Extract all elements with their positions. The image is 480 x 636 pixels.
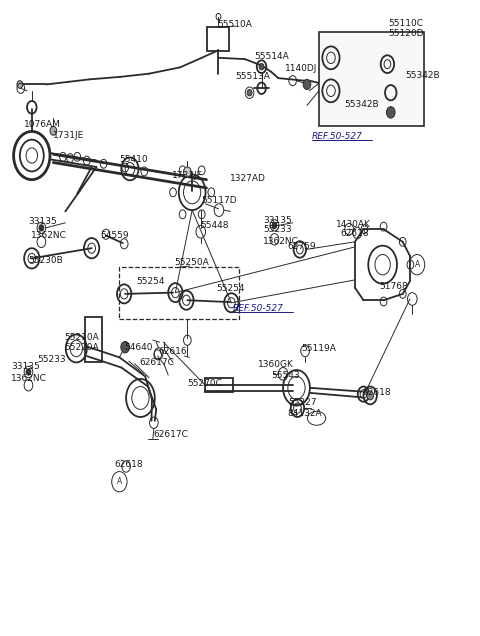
Text: 54640: 54640 (124, 343, 153, 352)
Text: 55342B: 55342B (405, 71, 440, 80)
Text: 55233: 55233 (37, 355, 66, 364)
Text: 62617C: 62617C (140, 359, 174, 368)
Circle shape (259, 64, 264, 70)
Text: 62618: 62618 (340, 229, 369, 238)
Bar (120, 267, 239, 319)
Bar (204, 378, 233, 392)
Text: 1076AM: 1076AM (24, 120, 60, 129)
Text: 55254: 55254 (216, 284, 245, 293)
Bar (319, 32, 424, 127)
Text: 51768: 51768 (380, 282, 408, 291)
Text: 55110C: 55110C (388, 19, 423, 28)
Text: 1362NC: 1362NC (31, 231, 67, 240)
Circle shape (26, 369, 31, 375)
Text: 1362NC: 1362NC (11, 375, 47, 384)
Text: 33135: 33135 (11, 363, 40, 371)
Circle shape (386, 107, 395, 118)
Circle shape (367, 391, 373, 400)
Bar (207, 27, 229, 52)
Text: 55210A: 55210A (64, 333, 98, 342)
Circle shape (50, 127, 57, 135)
Text: 55220A: 55220A (64, 343, 98, 352)
Text: 55410: 55410 (120, 155, 148, 165)
Text: 62618: 62618 (115, 460, 143, 469)
Text: 55230B: 55230B (28, 256, 63, 265)
Circle shape (272, 222, 277, 228)
Circle shape (17, 81, 23, 88)
Text: 1362NC: 1362NC (263, 237, 299, 245)
Text: 1360GK: 1360GK (258, 360, 294, 369)
Text: 55510A: 55510A (218, 20, 252, 29)
Text: 62616: 62616 (158, 347, 187, 356)
Text: 55233: 55233 (263, 225, 291, 234)
Text: 1731JF: 1731JF (172, 171, 203, 180)
Text: 62618: 62618 (362, 388, 391, 397)
Text: A: A (117, 477, 122, 487)
Text: A: A (414, 260, 420, 269)
Text: 55227: 55227 (288, 398, 316, 407)
Text: 55543: 55543 (271, 371, 300, 380)
Text: 55448: 55448 (201, 221, 229, 230)
Text: 55270C: 55270C (187, 379, 222, 388)
Text: 1731JE: 1731JE (53, 131, 84, 141)
Text: 62759: 62759 (287, 242, 315, 251)
Text: 1327AD: 1327AD (230, 174, 266, 183)
Text: 55250A: 55250A (174, 258, 209, 267)
Text: 55513A: 55513A (235, 73, 270, 81)
Text: 55120D: 55120D (388, 29, 424, 38)
Text: 33135: 33135 (263, 216, 292, 225)
Circle shape (183, 167, 191, 177)
Text: 55119A: 55119A (301, 344, 336, 353)
Text: REF.50-527: REF.50-527 (312, 132, 363, 141)
Text: 1140DJ: 1140DJ (285, 64, 317, 73)
Circle shape (247, 90, 252, 96)
Text: 55254: 55254 (136, 277, 165, 286)
Text: 54559: 54559 (100, 231, 129, 240)
Text: 1430AK: 1430AK (336, 219, 371, 228)
Text: 62617C: 62617C (154, 429, 189, 439)
Text: 55342B: 55342B (344, 100, 379, 109)
Circle shape (121, 342, 130, 353)
Text: REF.50-527: REF.50-527 (233, 304, 284, 313)
Circle shape (39, 225, 44, 231)
Circle shape (303, 80, 311, 90)
Text: 55117D: 55117D (202, 196, 237, 205)
Text: 55514A: 55514A (254, 52, 289, 61)
Bar (85, 317, 102, 363)
Text: 84132A: 84132A (288, 410, 323, 418)
Text: 33135: 33135 (28, 217, 57, 226)
